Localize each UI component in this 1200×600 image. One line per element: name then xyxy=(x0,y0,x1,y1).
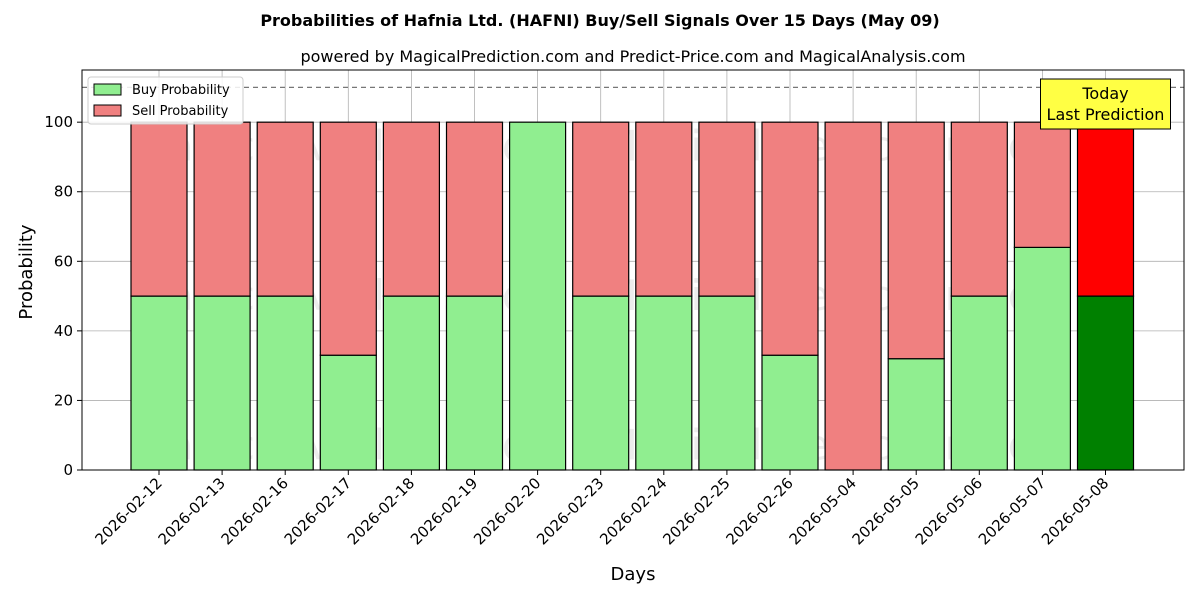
x-tick-label: 2026-05-05 xyxy=(849,474,923,548)
legend-swatch xyxy=(93,104,122,117)
y-tick-label: 60 xyxy=(54,252,73,270)
x-tick-label: 2026-05-07 xyxy=(975,474,1049,548)
y-tick-label: 100 xyxy=(44,113,73,131)
x-tick-label: 2026-02-19 xyxy=(407,474,481,548)
sell-bar xyxy=(1076,121,1135,297)
legend-box xyxy=(87,76,244,125)
buy-bar xyxy=(1076,295,1135,471)
buy-bar xyxy=(950,295,1008,471)
annotation-box xyxy=(1040,78,1171,130)
sell-bar xyxy=(382,121,440,297)
x-tick-label: 2026-02-13 xyxy=(155,474,229,548)
sell-bar xyxy=(698,121,756,297)
sell-bar xyxy=(193,121,251,297)
legend-label: Buy Probability xyxy=(132,83,230,98)
legend-label: Sell Probability xyxy=(132,104,229,119)
x-tick-label: 2026-02-23 xyxy=(533,474,607,548)
sell-bar xyxy=(761,121,819,356)
buy-bar xyxy=(887,358,945,471)
chart-title: Probabilities of Hafnia Ltd. (HAFNI) Buy… xyxy=(260,11,939,30)
chart-subtitle: powered by MagicalPrediction.com and Pre… xyxy=(300,47,965,66)
sell-bar xyxy=(950,121,1008,297)
sell-bar xyxy=(319,121,377,356)
sell-bar xyxy=(445,121,504,297)
buy-bar xyxy=(382,295,440,471)
buy-bar xyxy=(1013,246,1072,471)
buy-bar xyxy=(761,354,819,471)
legend: Buy Probability Sell Probability xyxy=(87,76,244,125)
buy-bar xyxy=(319,354,377,471)
plot-frame xyxy=(81,69,1185,471)
y-tick-label: 40 xyxy=(54,322,73,340)
x-tick-label: 2026-05-04 xyxy=(786,474,860,548)
x-tick-label: 2026-02-17 xyxy=(281,474,355,548)
sell-bar xyxy=(635,121,693,297)
sell-bar xyxy=(1013,121,1072,248)
x-tick-label: 2026-02-26 xyxy=(722,474,796,548)
x-tick-label: 2026-05-06 xyxy=(912,474,986,548)
buy-bar xyxy=(635,295,693,471)
bars xyxy=(130,121,1135,471)
buy-bar xyxy=(193,295,251,471)
sell-bar xyxy=(256,121,314,297)
annotation-text: Today xyxy=(1081,84,1128,103)
y-axis-label: Probability xyxy=(16,224,37,319)
buy-bar xyxy=(256,295,314,471)
buy-bar xyxy=(572,295,630,471)
x-tick-label: 2026-05-08 xyxy=(1038,474,1112,548)
x-tick-label: 2026-02-18 xyxy=(344,474,418,548)
overlay: Today Last Prediction xyxy=(82,78,1184,130)
x-tick-label: 2026-02-16 xyxy=(218,474,292,548)
buy-bar xyxy=(130,295,188,471)
legend-swatch xyxy=(93,83,122,96)
annotation-text: Last Prediction xyxy=(1047,105,1165,124)
buy-bar xyxy=(509,121,567,471)
x-axis-label: Days xyxy=(611,564,656,585)
buy-bar xyxy=(445,295,504,471)
sell-bar xyxy=(130,121,188,297)
sell-bar xyxy=(887,121,945,360)
x-tick-label: 2026-02-24 xyxy=(596,474,670,548)
sell-bar xyxy=(572,121,630,297)
y-tick-label: 80 xyxy=(54,183,73,201)
x-tick-label: 2026-02-25 xyxy=(659,474,733,548)
x-tick-label: 2026-02-12 xyxy=(91,474,165,548)
x-tick-label: 2026-02-20 xyxy=(470,474,544,548)
y-tick-label: 20 xyxy=(54,391,73,409)
buy-bar xyxy=(698,295,756,471)
sell-bar xyxy=(824,121,882,471)
y-tick-label: 0 xyxy=(63,461,73,479)
